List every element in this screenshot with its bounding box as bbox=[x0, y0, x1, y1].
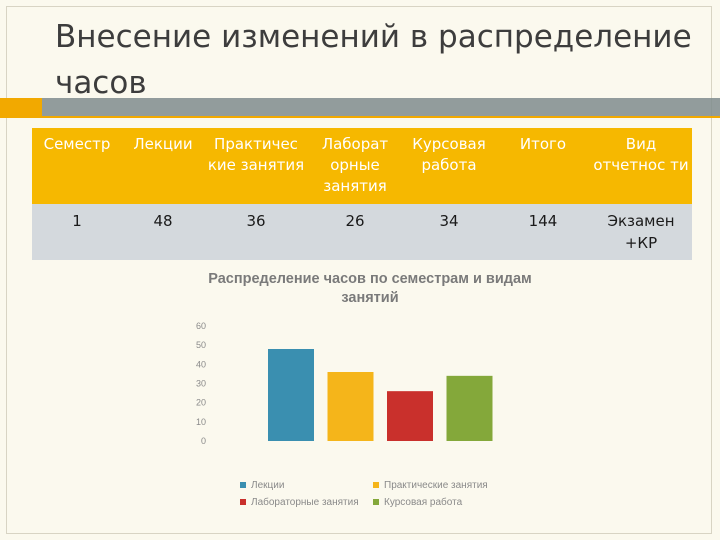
header-report-type: Вид отчетнос ти bbox=[590, 128, 692, 204]
cell-lab: 26 bbox=[308, 204, 402, 260]
slide-title: Внесение изменений в распределение часов bbox=[55, 19, 692, 101]
legend-item: Лабораторные занятия bbox=[240, 497, 359, 508]
cell-practical: 36 bbox=[204, 204, 308, 260]
chart-title: Распределение часов по семестрам и видам… bbox=[208, 271, 532, 306]
legend-swatch bbox=[373, 499, 379, 506]
legend-swatch bbox=[373, 482, 379, 489]
hours-table: Семестр Лекции Практичес кие занятия Лаб… bbox=[32, 128, 692, 260]
slide-frame bbox=[6, 6, 712, 534]
bar-chart: 60 50 40 30 20 10 0 bbox=[196, 321, 493, 446]
y-tick-label: 0 bbox=[201, 436, 206, 446]
accent-line bbox=[0, 116, 720, 118]
legend-label: Лекции bbox=[251, 480, 285, 491]
accent-bar-orange bbox=[0, 98, 42, 118]
y-tick-label: 20 bbox=[196, 398, 206, 408]
accent-bar-gray bbox=[42, 98, 720, 118]
legend-item: Лекции bbox=[240, 480, 284, 491]
table-header-row: Семестр Лекции Практичес кие занятия Лаб… bbox=[32, 128, 692, 204]
cell-report-type: Экзамен +КР bbox=[590, 204, 692, 260]
legend-item: Курсовая работа bbox=[373, 497, 462, 508]
legend-label: Курсовая работа bbox=[384, 497, 463, 508]
y-tick-label: 30 bbox=[196, 379, 206, 389]
header-total: Итого bbox=[496, 128, 590, 204]
cell-lectures: 48 bbox=[122, 204, 204, 260]
cell-coursework: 34 bbox=[402, 204, 496, 260]
legend-label: Практические занятия bbox=[384, 480, 488, 491]
cell-total: 144 bbox=[496, 204, 590, 260]
bar-1 bbox=[268, 349, 314, 441]
header-coursework: Курсовая работа bbox=[402, 128, 496, 204]
bar-2 bbox=[327, 372, 374, 441]
legend-item: Практические занятия bbox=[373, 480, 488, 491]
bar-3 bbox=[387, 391, 433, 441]
header-lectures: Лекции bbox=[122, 128, 204, 204]
bar-4 bbox=[446, 375, 493, 441]
header-lab: Лаборат орные занятия bbox=[308, 128, 402, 204]
header-semester: Семестр bbox=[32, 128, 122, 204]
y-tick-label: 10 bbox=[196, 417, 206, 427]
legend-label: Лабораторные занятия bbox=[251, 497, 359, 508]
table-row: 1 48 36 26 34 144 Экзамен +КР bbox=[32, 204, 692, 260]
header-practical: Практичес кие занятия bbox=[204, 128, 308, 204]
cell-semester: 1 bbox=[32, 204, 122, 260]
legend-swatch bbox=[240, 499, 246, 506]
y-tick-label: 50 bbox=[196, 340, 206, 350]
y-tick-label: 40 bbox=[196, 359, 206, 369]
legend-swatch bbox=[240, 482, 246, 489]
y-tick-label: 60 bbox=[196, 321, 206, 331]
